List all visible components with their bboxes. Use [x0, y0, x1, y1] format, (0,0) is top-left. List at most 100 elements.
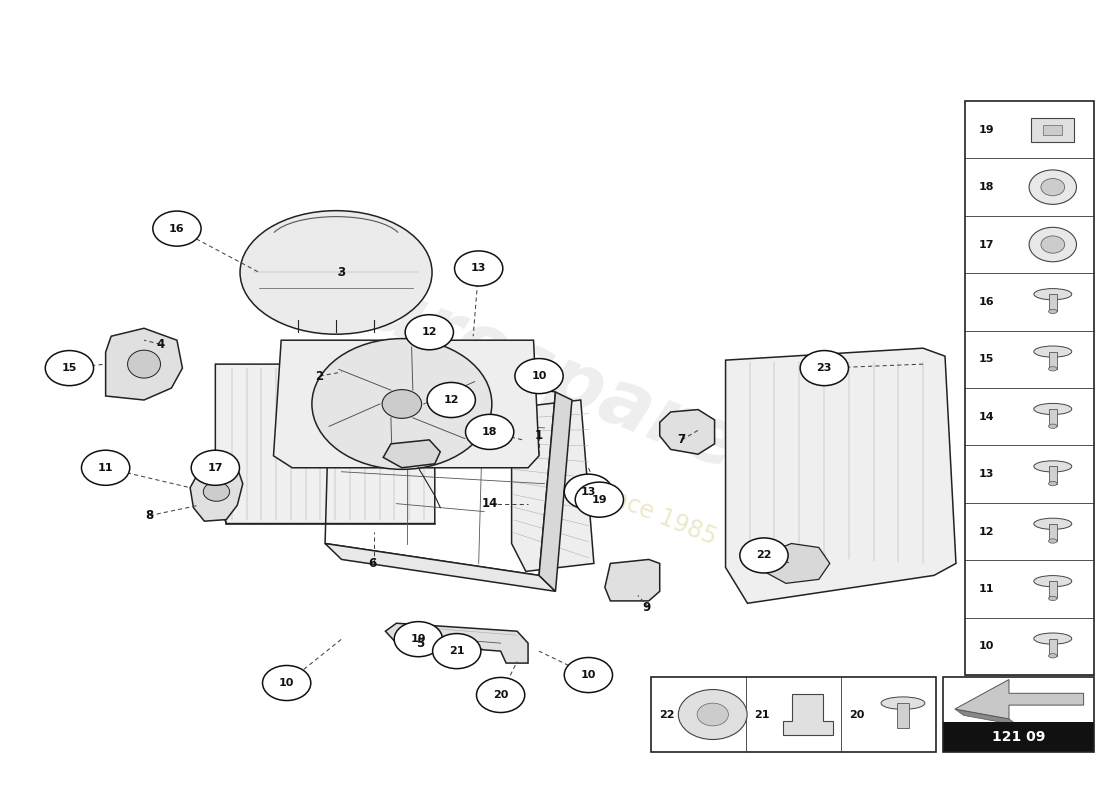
Text: 16: 16 — [169, 223, 185, 234]
Bar — [1048, 581, 1057, 598]
Text: eurospares: eurospares — [308, 249, 792, 503]
Ellipse shape — [1048, 366, 1057, 371]
Circle shape — [81, 450, 130, 486]
Bar — [1048, 466, 1057, 484]
Circle shape — [405, 314, 453, 350]
Text: 11: 11 — [98, 462, 113, 473]
Text: 10: 10 — [581, 670, 596, 680]
Circle shape — [740, 538, 788, 573]
Text: 10: 10 — [979, 642, 994, 651]
Polygon shape — [216, 364, 434, 523]
Text: 3: 3 — [338, 266, 345, 279]
Text: 18: 18 — [482, 427, 497, 437]
Text: 9: 9 — [642, 601, 651, 614]
Circle shape — [204, 482, 230, 502]
Circle shape — [476, 678, 525, 713]
Text: 7: 7 — [678, 434, 685, 446]
Circle shape — [263, 666, 311, 701]
Text: 16: 16 — [979, 297, 994, 307]
Bar — [1048, 294, 1057, 311]
Text: 5: 5 — [417, 637, 425, 650]
Ellipse shape — [1030, 170, 1077, 204]
Circle shape — [465, 414, 514, 450]
Text: a passion for parts since 1985: a passion for parts since 1985 — [379, 394, 720, 550]
Circle shape — [564, 474, 613, 510]
Text: 1: 1 — [535, 430, 543, 442]
Bar — [898, 703, 909, 728]
Bar — [1048, 409, 1057, 426]
Ellipse shape — [1034, 461, 1071, 472]
Ellipse shape — [881, 697, 925, 710]
Text: 14: 14 — [979, 412, 994, 422]
Text: 17: 17 — [208, 462, 223, 473]
Polygon shape — [512, 400, 594, 571]
Bar — [943, 677, 1094, 752]
Circle shape — [382, 390, 421, 418]
Text: 20: 20 — [493, 690, 508, 700]
Text: 121 09: 121 09 — [992, 730, 1045, 744]
Text: 10: 10 — [531, 371, 547, 381]
Polygon shape — [726, 348, 956, 603]
Ellipse shape — [697, 703, 728, 726]
Text: 20: 20 — [849, 710, 865, 719]
Circle shape — [191, 450, 240, 486]
Ellipse shape — [1041, 236, 1065, 253]
Ellipse shape — [1048, 654, 1057, 658]
Text: 15: 15 — [979, 354, 994, 364]
Polygon shape — [190, 464, 243, 521]
Polygon shape — [385, 623, 528, 663]
Text: 19: 19 — [410, 634, 426, 644]
Circle shape — [454, 251, 503, 286]
Text: 10: 10 — [279, 678, 295, 688]
Bar — [1032, 118, 1074, 142]
Text: 13: 13 — [581, 486, 596, 497]
Ellipse shape — [1048, 310, 1057, 314]
Text: 22: 22 — [756, 550, 772, 561]
Text: 19: 19 — [979, 125, 994, 134]
Ellipse shape — [1034, 289, 1071, 300]
Circle shape — [515, 358, 563, 394]
Text: 17: 17 — [979, 239, 994, 250]
Text: 8: 8 — [145, 509, 154, 522]
Ellipse shape — [1034, 403, 1071, 414]
Text: 19: 19 — [592, 494, 607, 505]
Bar — [1048, 524, 1057, 541]
Text: 12: 12 — [979, 526, 994, 537]
Ellipse shape — [1034, 346, 1071, 357]
Ellipse shape — [1034, 575, 1071, 586]
Ellipse shape — [1048, 424, 1057, 428]
Polygon shape — [783, 694, 833, 735]
Circle shape — [800, 350, 848, 386]
Polygon shape — [326, 543, 556, 591]
Text: 15: 15 — [62, 363, 77, 373]
Text: 18: 18 — [979, 182, 994, 192]
Ellipse shape — [1048, 482, 1057, 486]
Ellipse shape — [1041, 178, 1065, 196]
Bar — [651, 677, 936, 752]
Bar — [1048, 351, 1057, 369]
Bar — [965, 101, 1094, 675]
Polygon shape — [660, 410, 715, 454]
Polygon shape — [539, 392, 572, 591]
Polygon shape — [764, 543, 829, 583]
Circle shape — [153, 211, 201, 246]
Circle shape — [564, 658, 613, 693]
Polygon shape — [955, 679, 1084, 719]
Circle shape — [394, 622, 442, 657]
Polygon shape — [383, 440, 440, 468]
Text: 6: 6 — [368, 557, 376, 570]
Text: 12: 12 — [421, 327, 437, 338]
Polygon shape — [605, 559, 660, 601]
Ellipse shape — [1034, 633, 1071, 644]
Circle shape — [432, 634, 481, 669]
Circle shape — [45, 350, 94, 386]
Ellipse shape — [128, 350, 161, 378]
Bar — [1048, 638, 1057, 656]
Text: 21: 21 — [754, 710, 769, 719]
Circle shape — [312, 338, 492, 470]
Text: 13: 13 — [471, 263, 486, 274]
Text: 23: 23 — [816, 363, 832, 373]
Ellipse shape — [1034, 518, 1071, 530]
Circle shape — [575, 482, 624, 517]
Text: 21: 21 — [449, 646, 464, 656]
